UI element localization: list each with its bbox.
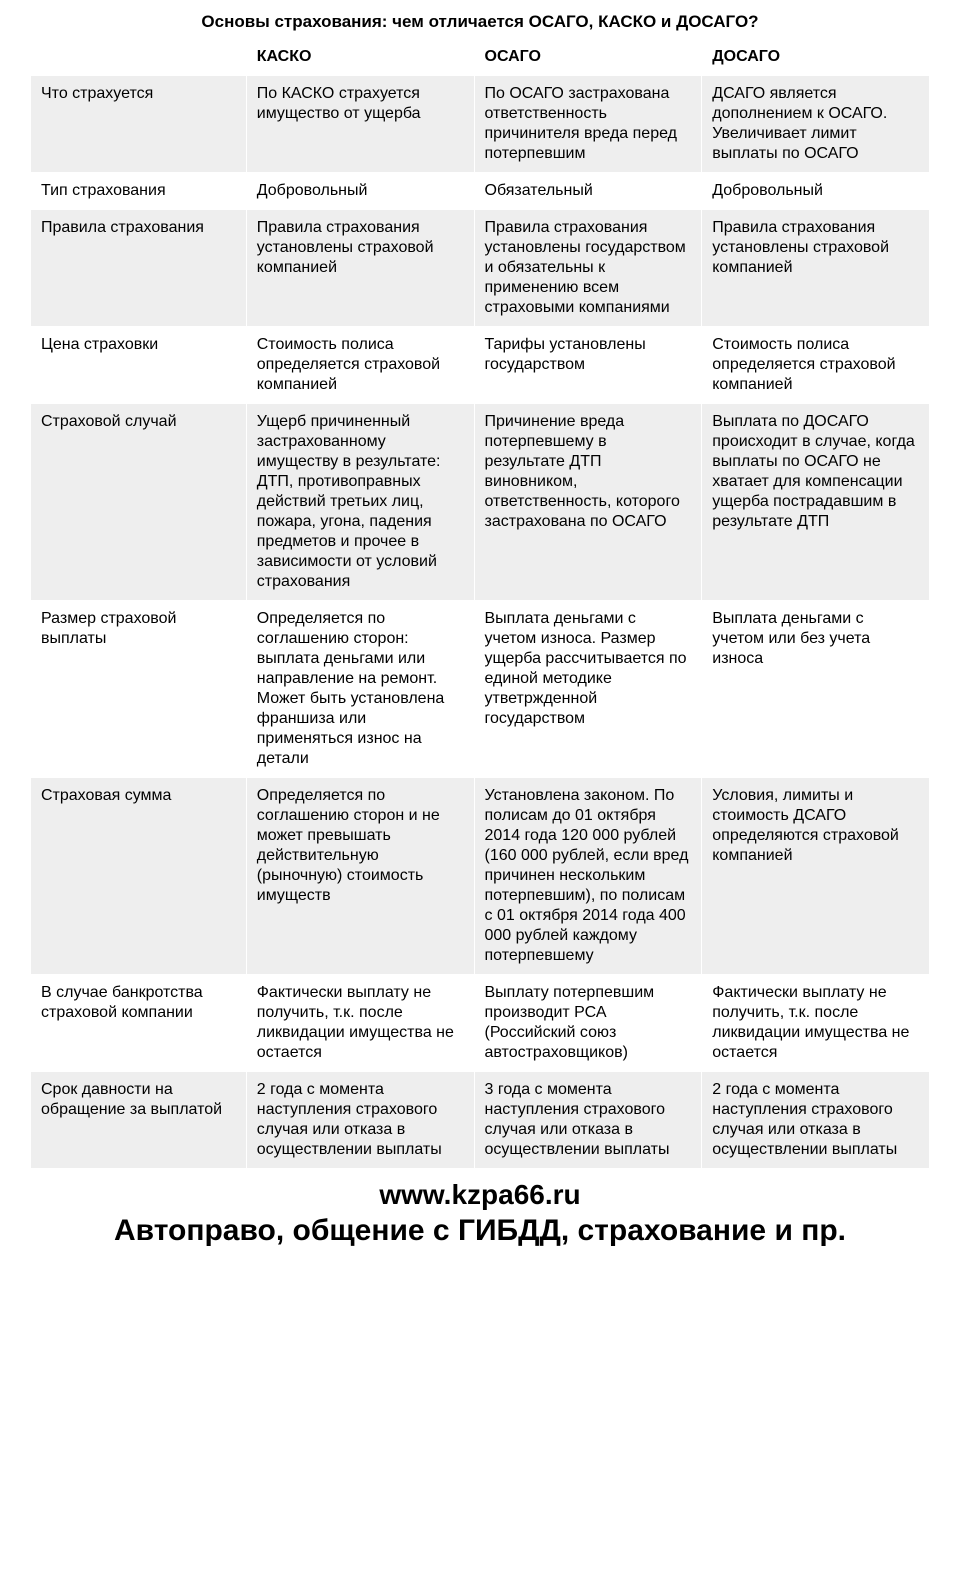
table-row: Размер страховой выплаты Определяется по… — [31, 601, 930, 778]
cell-kasko: Определяется по соглашению сторон и не м… — [246, 778, 474, 975]
cell-kasko: Стоимость полиса определяется страховой … — [246, 327, 474, 404]
cell-osago: Выплату потерпевшим производит РСА (Росс… — [474, 975, 702, 1072]
table-row: Правила страхования Правила страхования … — [31, 210, 930, 327]
cell-dosago: Выплата деньгами с учетом или без учета … — [702, 601, 930, 778]
cell-osago: Обязательный — [474, 173, 702, 210]
cell-osago: Причинение вреда потерпевшему в результа… — [474, 404, 702, 601]
cell-dosago: Стоимость полиса определяется страховой … — [702, 327, 930, 404]
cell-osago: Правила страхования установлены государс… — [474, 210, 702, 327]
cell-dosago: 2 года с момента наступления страхового … — [702, 1072, 930, 1169]
cell-kasko: Правила страхования установлены страхово… — [246, 210, 474, 327]
comparison-table: КАСКО ОСАГО ДОСАГО Что страхуется По КАС… — [30, 38, 930, 1169]
cell-kasko: По КАСКО страхуется имущество от ущерба — [246, 76, 474, 173]
cell-kasko: Определяется по соглашению сторон: выпла… — [246, 601, 474, 778]
cell-kasko: Фактически выплату не получить, т.к. пос… — [246, 975, 474, 1072]
cell-osago: Тарифы установлены государством — [474, 327, 702, 404]
cell-kasko: 2 года с момента наступления страхового … — [246, 1072, 474, 1169]
table-row: Страховой случай Ущерб причиненный застр… — [31, 404, 930, 601]
header-empty — [31, 39, 247, 76]
row-label: Срок давности на обращение за выплатой — [31, 1072, 247, 1169]
cell-osago: 3 года с момента наступления страхового … — [474, 1072, 702, 1169]
cell-dosago: Добровольный — [702, 173, 930, 210]
table-header-row: КАСКО ОСАГО ДОСАГО — [31, 39, 930, 76]
row-label: Размер страховой выплаты — [31, 601, 247, 778]
row-label: Страховой случай — [31, 404, 247, 601]
cell-osago: Установлена законом. По полисам до 01 ок… — [474, 778, 702, 975]
cell-kasko: Добровольный — [246, 173, 474, 210]
table-body: Что страхуется По КАСКО страхуется имуще… — [31, 76, 930, 1169]
cell-osago: По ОСАГО застрахована ответственность пр… — [474, 76, 702, 173]
cell-dosago: ДСАГО является дополнением к ОСАГО. Увел… — [702, 76, 930, 173]
page-container: Основы страхования: чем отличается ОСАГО… — [0, 0, 960, 1259]
row-label: Страховая сумма — [31, 778, 247, 975]
cell-dosago: Выплата по ДОСАГО происходит в случае, к… — [702, 404, 930, 601]
table-row: Что страхуется По КАСКО страхуется имуще… — [31, 76, 930, 173]
footer: www.kzpa66.ru Автоправо, общение с ГИБДД… — [30, 1177, 930, 1249]
row-label: Правила страхования — [31, 210, 247, 327]
cell-dosago: Фактически выплату не получить, т.к. пос… — [702, 975, 930, 1072]
row-label: В случае банкротства страховой компании — [31, 975, 247, 1072]
cell-dosago: Условия, лимиты и стоимость ДСАГО опреде… — [702, 778, 930, 975]
table-row: Срок давности на обращение за выплатой 2… — [31, 1072, 930, 1169]
table-row: Цена страховки Стоимость полиса определя… — [31, 327, 930, 404]
row-label: Тип страхования — [31, 173, 247, 210]
row-label: Цена страховки — [31, 327, 247, 404]
table-row: Тип страхования Добровольный Обязательны… — [31, 173, 930, 210]
footer-url: www.kzpa66.ru — [30, 1177, 930, 1213]
header-osago: ОСАГО — [474, 39, 702, 76]
header-kasko: КАСКО — [246, 39, 474, 76]
cell-osago: Выплата деньгами с учетом износа. Размер… — [474, 601, 702, 778]
table-row: Страховая сумма Определяется по соглашен… — [31, 778, 930, 975]
footer-tagline: Автоправо, общение с ГИБДД, страхование … — [30, 1213, 930, 1249]
table-row: В случае банкротства страховой компании … — [31, 975, 930, 1072]
cell-kasko: Ущерб причиненный застрахованному имущес… — [246, 404, 474, 601]
page-title: Основы страхования: чем отличается ОСАГО… — [30, 12, 930, 32]
cell-dosago: Правила страхования установлены страхово… — [702, 210, 930, 327]
row-label: Что страхуется — [31, 76, 247, 173]
header-dosago: ДОСАГО — [702, 39, 930, 76]
